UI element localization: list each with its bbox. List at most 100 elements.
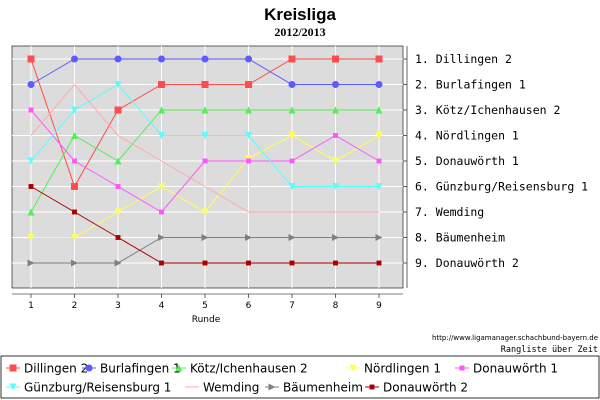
rank-label: 9. Donauwörth 2 bbox=[415, 256, 519, 270]
legend-item: Burlafingen 1 bbox=[82, 362, 181, 376]
data-point bbox=[114, 259, 122, 267]
legend-label: Kötz/Ichenhausen 2 bbox=[190, 362, 308, 376]
legend-item: Nördlingen 1 bbox=[346, 362, 441, 376]
data-point bbox=[158, 234, 165, 241]
data-point bbox=[375, 106, 383, 114]
data-point bbox=[72, 158, 77, 164]
data-point bbox=[201, 55, 209, 63]
data-point bbox=[245, 132, 252, 139]
data-point bbox=[246, 158, 251, 164]
data-point bbox=[245, 81, 252, 88]
data-point bbox=[114, 55, 122, 63]
data-point bbox=[71, 106, 78, 114]
chart-title: Kreisliga bbox=[264, 5, 336, 24]
legend: Dillingen 2 Burlafingen 1 Kötz/Ichenhausen… bbox=[6, 362, 558, 395]
legend-item: Dillingen 2 bbox=[6, 362, 88, 376]
data-point bbox=[71, 132, 78, 139]
legend-item: Wemding bbox=[185, 381, 259, 395]
data-point bbox=[289, 158, 295, 164]
legend-marker bbox=[9, 364, 17, 372]
legend-label: Bäumenheim bbox=[283, 381, 363, 395]
data-point bbox=[201, 106, 209, 114]
rank-label: 5. Donauwörth 1 bbox=[415, 154, 519, 168]
caption: Rangliste über Zeit bbox=[501, 345, 598, 355]
data-point bbox=[201, 208, 209, 216]
data-point bbox=[201, 132, 209, 139]
data-point bbox=[376, 158, 382, 164]
data-point bbox=[27, 157, 35, 165]
data-point bbox=[288, 55, 296, 63]
legend-marker bbox=[85, 364, 93, 372]
legend-label: Günzburg/Reisensburg 1 bbox=[24, 381, 171, 395]
data-point bbox=[375, 81, 383, 88]
data-point bbox=[27, 55, 35, 63]
data-point bbox=[288, 106, 296, 114]
data-point bbox=[333, 133, 338, 138]
x-tick-label: 7 bbox=[289, 301, 295, 311]
series-3 bbox=[27, 106, 383, 216]
data-point bbox=[71, 234, 78, 241]
series-line bbox=[30, 83, 379, 213]
data-point bbox=[245, 234, 252, 241]
x-tick-label: 1 bbox=[28, 301, 34, 311]
rank-label: 2. Burlafingen 1 bbox=[415, 78, 526, 92]
data-point bbox=[288, 183, 296, 190]
rank-label: 1. Dillingen 2 bbox=[415, 52, 512, 66]
data-point bbox=[72, 209, 77, 215]
data-point bbox=[114, 81, 122, 88]
legend-label: Donauwörth 2 bbox=[383, 381, 468, 395]
data-point bbox=[332, 55, 339, 63]
data-point bbox=[159, 209, 164, 215]
legend-item: Günzburg/Reisensburg 1 bbox=[6, 381, 171, 395]
data-point bbox=[71, 183, 78, 190]
data-point bbox=[71, 259, 78, 267]
x-axis-label: Runde bbox=[192, 315, 221, 325]
data-point bbox=[158, 183, 165, 190]
data-point bbox=[28, 107, 34, 113]
data-point bbox=[245, 106, 252, 114]
data-point bbox=[246, 260, 251, 266]
data-point bbox=[158, 55, 165, 63]
data-point bbox=[332, 81, 339, 88]
legend-marker bbox=[349, 364, 357, 372]
data-point bbox=[332, 183, 339, 190]
legend-item: Donauwörth 1 bbox=[455, 362, 558, 376]
data-point bbox=[114, 106, 122, 114]
data-point bbox=[27, 81, 35, 88]
data-point bbox=[375, 132, 383, 139]
data-point bbox=[159, 260, 164, 266]
series-layer bbox=[27, 55, 383, 267]
data-point bbox=[202, 260, 208, 266]
legend-marker bbox=[369, 384, 375, 390]
series-7 bbox=[30, 83, 379, 213]
data-point bbox=[288, 132, 296, 139]
data-point bbox=[245, 55, 252, 63]
x-tick-label: 3 bbox=[115, 301, 121, 311]
chart-subtitle: 2012/2013 bbox=[274, 25, 325, 39]
series-5 bbox=[28, 107, 382, 215]
legend-label: Nördlingen 1 bbox=[364, 362, 441, 376]
data-point bbox=[375, 234, 383, 241]
x-tick-label: 4 bbox=[159, 301, 165, 311]
data-point bbox=[202, 158, 208, 164]
legend-item: Donauwörth 2 bbox=[365, 381, 468, 395]
data-point bbox=[288, 234, 296, 241]
data-point bbox=[114, 208, 122, 216]
data-point bbox=[289, 260, 295, 266]
series-1 bbox=[27, 55, 383, 190]
source-url: http://www.ligamanager.schachbund-bayern… bbox=[432, 334, 598, 342]
legend-label: Donauwörth 1 bbox=[473, 362, 558, 376]
x-tick-label: 8 bbox=[333, 301, 339, 311]
series-4 bbox=[27, 132, 383, 241]
series-9 bbox=[28, 184, 382, 266]
data-point bbox=[332, 106, 339, 114]
data-point bbox=[115, 235, 121, 240]
rank-label: 4. Nördlingen 1 bbox=[415, 129, 519, 143]
data-point bbox=[27, 234, 35, 241]
data-point bbox=[288, 81, 296, 88]
data-point bbox=[332, 157, 339, 165]
x-tick-label: 6 bbox=[246, 301, 252, 311]
axes: 1 2 3 4 5 6 7 8 9 bbox=[12, 46, 408, 311]
data-point bbox=[201, 234, 209, 241]
